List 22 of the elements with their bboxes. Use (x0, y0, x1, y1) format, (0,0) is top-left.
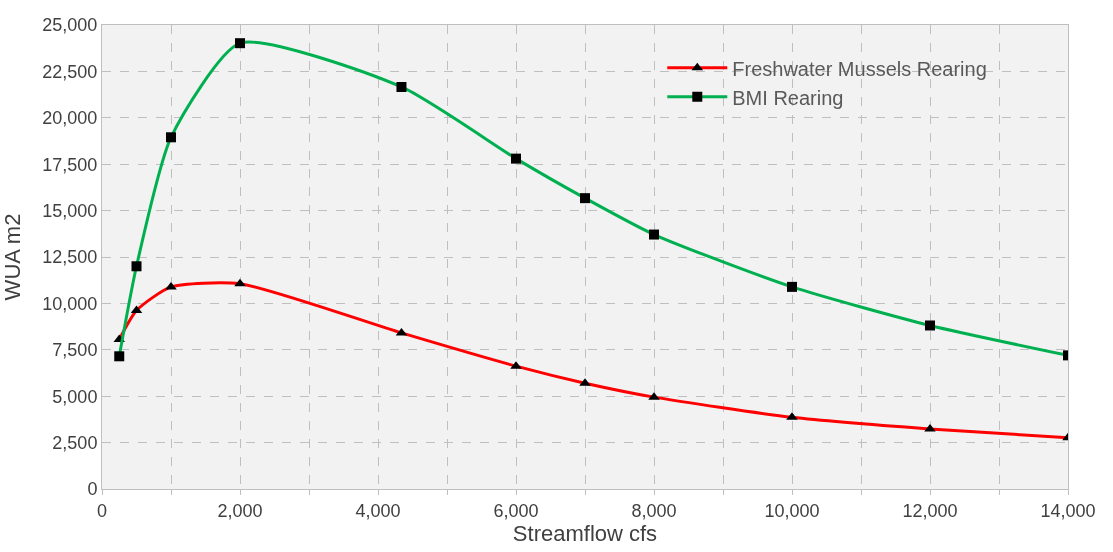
x-tick-label: 8,000 (631, 500, 677, 521)
legend-label: Freshwater Mussels Rearing (732, 57, 987, 80)
y-axis-title: WUA m2 (0, 213, 26, 301)
x-tick-label: 12,000 (902, 500, 958, 521)
y-tick-label: 0 (87, 479, 98, 500)
y-tick-label: 12,500 (42, 247, 98, 268)
x-tick-label: 10,000 (764, 500, 820, 521)
y-tick-label: 15,000 (42, 200, 98, 221)
x-tick-label: 2,000 (217, 500, 263, 521)
x-tick-label: 6,000 (493, 500, 539, 521)
y-tick-label: 5,000 (52, 386, 98, 407)
y-tick-label: 7,500 (52, 340, 98, 361)
y-tick-label: 17,500 (42, 154, 98, 175)
y-tick-label: 22,500 (42, 61, 98, 82)
x-tick-label: 4,000 (355, 500, 401, 521)
y-tick-label: 10,000 (42, 293, 98, 314)
y-tick-label: 20,000 (42, 108, 98, 129)
x-axis-title: Streamflow cfs (512, 520, 658, 546)
y-tick-label: 2,500 (52, 432, 98, 453)
legend-label: BMI Rearing (732, 86, 844, 109)
x-tick-label: 14,000 (1040, 500, 1096, 521)
y-tick-label: 25,000 (42, 15, 98, 36)
